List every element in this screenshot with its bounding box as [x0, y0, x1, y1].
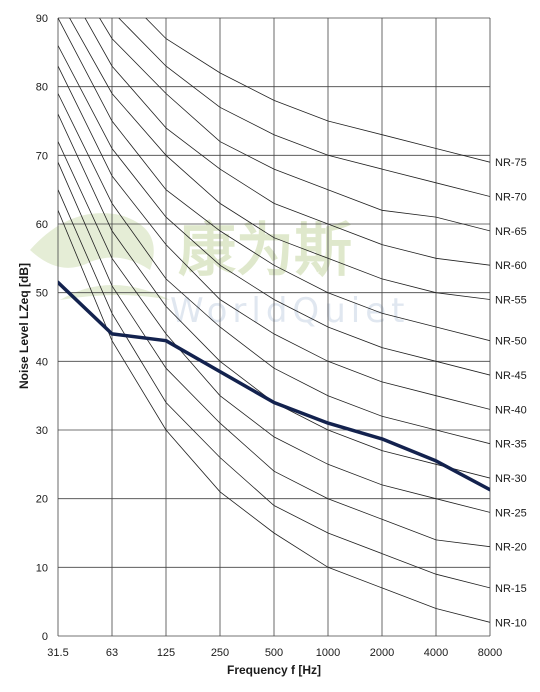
nr-curve-label: NR-20: [495, 542, 527, 554]
y-tick-label: 10: [36, 562, 48, 574]
nr-curve-label: NR-25: [495, 507, 527, 519]
x-axis-title: Frequency f [Hz]: [227, 663, 321, 677]
y-tick-label: 20: [36, 494, 48, 506]
watermark-logo: 康为斯 WorldQuiet: [30, 213, 409, 331]
nr-curve-label: NR-55: [495, 295, 527, 307]
x-tick-label: 63: [106, 647, 118, 659]
nr-curve-nr-15: [58, 189, 490, 589]
nr-curve-nr-50: [58, 18, 490, 342]
nr-curve-nr-10: [58, 210, 490, 623]
nr-curve-label: NR-35: [495, 439, 527, 451]
watermark-text-en: WorldQuiet: [170, 291, 409, 331]
nr-curve-label: NR-50: [495, 336, 527, 348]
y-tick-label: 70: [36, 150, 48, 162]
nr-curve-label: NR-75: [495, 157, 527, 169]
nr-reference-curves: [58, 18, 490, 623]
x-tick-label: 31.5: [47, 647, 68, 659]
nr-curve-label: NR-40: [495, 404, 527, 416]
nr-curve-label: NR-30: [495, 473, 527, 485]
y-axis-ticks: 0 10 20 30 40 50 60 70 80 90: [36, 13, 48, 643]
nr-curve-nr-40: [58, 65, 490, 410]
nr-curve-nr-55: [69, 18, 490, 300]
y-tick-label: 0: [42, 631, 48, 643]
y-tick-label: 90: [36, 13, 48, 25]
x-tick-label: 1000: [316, 647, 340, 659]
x-tick-label: 4000: [424, 647, 448, 659]
nr-curve-nr-45: [58, 45, 490, 376]
nr-curve-label: NR-60: [495, 260, 527, 272]
x-tick-label: 500: [265, 647, 283, 659]
nr-curve-nr-75: [145, 18, 490, 163]
watermark-leaf-icon: [30, 213, 154, 270]
x-tick-label: 250: [211, 647, 229, 659]
x-axis-ticks: 31.5 63 125 250 500 1000 2000 4000 8000: [47, 647, 502, 659]
nr-curve-label: NR-65: [495, 226, 527, 238]
measured-spectrum-line: [58, 280, 490, 492]
y-tick-label: 50: [36, 288, 48, 300]
nr-curve-labels: NR-10 NR-15 NR-20 NR-25 NR-30 NR-35 NR-40 NR-45…: [495, 157, 527, 629]
y-tick-label: 40: [36, 356, 48, 368]
nr-curve-nr-65: [99, 18, 490, 232]
x-tick-label: 125: [157, 647, 175, 659]
chart-grid: [57, 17, 491, 637]
nr-curve-label: NR-15: [495, 583, 527, 595]
measured-spectrum: [58, 280, 490, 492]
nr-curve-label: NR-10: [495, 617, 527, 629]
nr-curve-nr-20: [58, 162, 490, 548]
y-tick-label: 30: [36, 425, 48, 437]
y-tick-label: 80: [36, 82, 48, 94]
nr-curve-nr-60: [84, 18, 490, 266]
nr-curve-nr-25: [58, 141, 490, 513]
nr-curve-nr-70: [118, 18, 490, 197]
nr-curve-nr-35: [58, 93, 490, 445]
x-tick-label: 8000: [478, 647, 502, 659]
y-axis-title: Noise Level LZeq [dB]: [17, 263, 31, 389]
nr-curve-label: NR-70: [495, 192, 527, 204]
x-tick-label: 2000: [370, 647, 394, 659]
nr-curve-label: NR-45: [495, 370, 527, 382]
watermark-text-cn: 康为斯: [178, 216, 352, 284]
y-tick-label: 60: [36, 219, 48, 231]
